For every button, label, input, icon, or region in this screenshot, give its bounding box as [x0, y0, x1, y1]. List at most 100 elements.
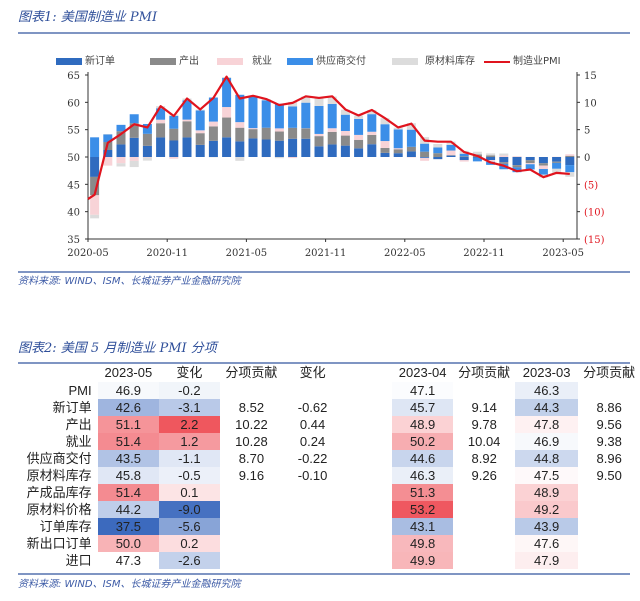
bar-employment [525, 163, 535, 165]
left-tick-label: 60 [67, 98, 80, 109]
contribution-2023-04 [453, 552, 515, 569]
bar-inventories [446, 141, 456, 145]
row-label: 新出口订单 [26, 536, 92, 551]
value-2023-05: 37.5 [97, 518, 160, 535]
table-row: 新订单 42.6 -3.1 8.52 -0.62 45.7 9.14 44.3 8.86 [18, 399, 640, 416]
bar-new-orders [222, 137, 232, 157]
bar-supplier-deliveries [420, 143, 430, 152]
row-label: 进口 [65, 553, 92, 568]
legend-supplier-deliveries: 供应商交付 [287, 55, 366, 68]
bar-production [274, 131, 284, 141]
table-source: 资料来源: WIND、ISM、长城证券产业金融研究院 [18, 579, 241, 590]
contribution-2023-03 [578, 535, 640, 552]
bar-inventories [565, 172, 575, 177]
value-2023-03: 46.9 [514, 433, 579, 450]
bar-production [301, 128, 311, 139]
bar-production [182, 121, 192, 138]
bar-production [538, 163, 548, 166]
bar-supplier-deliveries [288, 106, 298, 128]
right-tick-label: 15 [584, 71, 597, 82]
bar-new-orders [301, 138, 311, 157]
value-2023-03: 47.6 [514, 535, 579, 552]
bar-employment [393, 148, 403, 150]
bar-production [340, 135, 350, 146]
value-2023-05: 51.1 [97, 416, 160, 433]
bar-supplier-deliveries [538, 169, 548, 175]
value-2023-05: 51.4 [97, 484, 160, 501]
change: -3.1 [159, 399, 220, 416]
contribution: 10.22 [235, 417, 268, 432]
bar-inventories [142, 157, 152, 161]
x-tick-label: 2021-05 [226, 248, 268, 259]
value-2023-05: 43.5 [97, 450, 160, 467]
bar-production [406, 146, 416, 152]
contribution-2023-04 [453, 535, 515, 552]
bar-inventories [354, 115, 364, 119]
column-header [342, 364, 392, 382]
bar-new-orders [486, 157, 496, 161]
contribution-change [283, 552, 342, 569]
value-2023-04: 43.1 [391, 518, 454, 535]
pmi-subindex-table: 2023-05 变化 分项贡献 变化 2023-04 分项贡献 2023-03 分项贡献 PM… [18, 364, 640, 569]
value-2023-03: 44.3 [514, 399, 579, 416]
change: -5.6 [159, 518, 220, 535]
legend-swatch [217, 58, 243, 65]
bar-production [248, 129, 258, 139]
contribution: 9.16 [238, 468, 265, 483]
bar-new-orders [552, 157, 562, 162]
change: -2.6 [159, 552, 220, 569]
bar-production [222, 117, 232, 138]
contribution: 8.70 [238, 451, 265, 466]
table-row: 订单库存 37.5 -5.6 43.1 43.9 [18, 518, 640, 535]
chart1-title: 图表1: 美国制造业 PMI [18, 10, 158, 25]
right-tick-label: 10 [584, 98, 597, 109]
contribution-2023-04: 10.04 [467, 434, 501, 449]
value-2023-04: 53.2 [391, 501, 454, 518]
chart1-source: 资料来源: WIND、ISM、长城证券产业金融研究院 [18, 276, 241, 287]
column-header: 分项贡献 [583, 365, 636, 380]
value-2023-04: 49.9 [391, 552, 454, 569]
legend-label: 供应商交付 [316, 56, 366, 67]
bar-employment [208, 121, 218, 127]
value-2023-04: 49.8 [391, 535, 454, 552]
bar-employment [169, 157, 179, 159]
column-header: 变化 [176, 365, 203, 380]
bar-new-orders [380, 152, 390, 157]
bar-employment [182, 119, 192, 122]
bar-production [314, 136, 324, 147]
bar-production [156, 123, 166, 138]
contribution [220, 501, 284, 518]
bar-supplier-deliveries [142, 123, 152, 134]
value-2023-05: 46.9 [97, 382, 160, 399]
bar-production [380, 147, 390, 153]
contribution-change [283, 484, 342, 501]
bar-supplier-deliveries [195, 110, 205, 131]
bar-supplier-deliveries [156, 108, 166, 120]
table-row: PMI 46.9 -0.2 47.1 46.3 [18, 382, 640, 399]
spacer [342, 382, 392, 399]
table-row: 供应商交付 43.5 -1.1 8.70 -0.22 44.6 8.92 44.8 8.96 [18, 450, 640, 467]
contribution: 8.52 [238, 400, 265, 415]
contribution-2023-03: 8.96 [596, 451, 622, 466]
bar-new-orders [446, 155, 456, 157]
column-header: 2023-04 [398, 365, 447, 380]
row-label: 订单库存 [39, 519, 92, 534]
bar-new-orders [156, 137, 166, 157]
x-tick-label: 2022-11 [463, 248, 505, 259]
bar-supplier-deliveries [380, 124, 390, 142]
column-header: 2023-05 [104, 365, 153, 380]
row-label: PMI [68, 383, 92, 398]
bar-new-orders [169, 140, 179, 157]
legend-label: 原材料库存 [425, 56, 475, 67]
bar-supplier-deliveries [274, 103, 284, 129]
value-2023-03: 47.9 [514, 552, 579, 569]
bar-new-orders [459, 157, 469, 161]
legend-swatch [150, 58, 176, 65]
bar-inventories [90, 214, 100, 219]
contribution-2023-03: 9.50 [596, 468, 622, 483]
bar-inventories [288, 101, 298, 107]
bar-employment [195, 130, 205, 134]
column-header: 分项贡献 [458, 365, 511, 380]
contribution-change [283, 501, 342, 518]
bar-supplier-deliveries [446, 144, 456, 151]
